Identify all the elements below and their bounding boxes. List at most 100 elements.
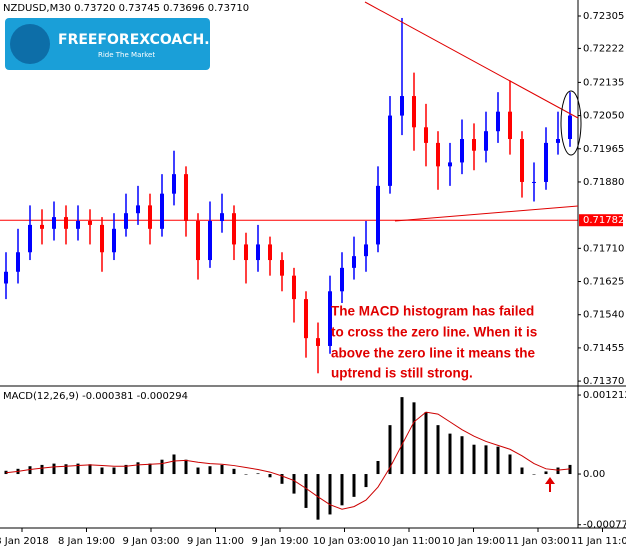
histogram-bar xyxy=(473,445,476,474)
x-tick-label: 8 Jan 2018 xyxy=(0,536,49,547)
x-tick-label: 10 Jan 19:00 xyxy=(442,536,505,547)
candle-body xyxy=(532,182,536,183)
y-tick-label: -0.000778 xyxy=(583,520,626,531)
y-tick-label: 0.001212 xyxy=(583,390,626,401)
logo-tagline: Ride The Market xyxy=(98,51,155,59)
histogram-bar xyxy=(257,473,260,474)
candle-body xyxy=(40,225,44,229)
histogram-bar xyxy=(521,468,524,475)
histogram-bar xyxy=(233,469,236,474)
x-tick-label: 9 Jan 19:00 xyxy=(252,536,309,547)
histogram-bar xyxy=(197,468,200,475)
candle-body xyxy=(208,221,212,260)
y-tick-label: 0.71710 xyxy=(583,243,624,254)
histogram-bar xyxy=(533,474,536,475)
logo-icon xyxy=(10,24,50,64)
candle-body xyxy=(184,174,188,221)
histogram-bar xyxy=(413,402,416,474)
candle-body xyxy=(124,213,128,229)
candle-body xyxy=(448,162,452,166)
histogram-bar xyxy=(365,474,368,487)
y-tick-label: 0.71370 xyxy=(583,376,624,387)
histogram-bar xyxy=(557,468,560,475)
y-tick-label: 0.72305 xyxy=(583,11,624,22)
histogram-bar xyxy=(329,474,332,514)
histogram-bar xyxy=(497,447,500,474)
histogram-bar xyxy=(293,474,296,494)
histogram-bar xyxy=(53,464,56,474)
histogram-bar xyxy=(101,468,104,475)
candle-body xyxy=(172,174,176,194)
histogram-bar xyxy=(545,471,548,474)
x-tick-label: 11 Jan 11:00 xyxy=(571,536,626,547)
x-tick-label: 10 Jan 03:00 xyxy=(313,536,376,547)
candle-body xyxy=(352,256,356,268)
annotation-line: to cross the zero line. When it is xyxy=(331,325,537,340)
candle-body xyxy=(340,268,344,291)
candle-body xyxy=(484,131,488,151)
candle-body xyxy=(232,213,236,244)
histogram-bar xyxy=(569,465,572,474)
candle-body xyxy=(424,127,428,143)
y-tick-label: 0.71965 xyxy=(583,144,624,155)
candle-body xyxy=(256,244,260,260)
candle-body xyxy=(472,139,476,151)
histogram-bar xyxy=(149,464,152,474)
histogram-bar xyxy=(341,474,344,505)
candle-body xyxy=(436,143,440,166)
candle-body xyxy=(544,143,548,182)
histogram-bar xyxy=(509,454,512,474)
x-tick-label: 9 Jan 03:00 xyxy=(123,536,180,547)
histogram-bar xyxy=(113,468,116,475)
candle-body xyxy=(280,260,284,276)
candle-body xyxy=(244,244,248,260)
candle-body xyxy=(376,186,380,245)
candle-body xyxy=(568,116,572,139)
histogram-bar xyxy=(269,474,272,477)
candle-body xyxy=(148,205,152,228)
histogram-bar xyxy=(137,462,140,474)
candle-body xyxy=(364,244,368,256)
logo: FREEFOREXCOACH.com Ride The Market xyxy=(5,18,242,70)
histogram-bar xyxy=(461,436,464,474)
histogram-bar xyxy=(353,474,356,497)
annotation-line: The MACD histogram has failed xyxy=(331,304,534,319)
x-tick-label: 9 Jan 11:00 xyxy=(187,536,244,547)
y-tick-label: 0.72135 xyxy=(583,77,624,88)
histogram-bar xyxy=(221,465,224,474)
candle-body xyxy=(76,221,80,229)
candle-body xyxy=(28,225,32,252)
histogram-bar xyxy=(161,460,164,474)
candle-body xyxy=(220,213,224,221)
y-tick-label: 0.00 xyxy=(583,469,605,480)
histogram-bar xyxy=(437,425,440,474)
y-tick-label: 0.71455 xyxy=(583,343,624,354)
histogram-bar xyxy=(449,434,452,474)
histogram-bar xyxy=(485,445,488,474)
candle-body xyxy=(292,276,296,299)
candle-body xyxy=(508,112,512,139)
logo-title: FREEFOREXCOACH.com xyxy=(58,32,242,48)
candle-body xyxy=(196,221,200,260)
histogram-bar xyxy=(401,397,404,474)
candle-body xyxy=(4,272,8,284)
annotation-line: above the zero line it means the xyxy=(331,346,536,361)
candle-body xyxy=(556,139,560,143)
histogram-bar xyxy=(89,464,92,474)
candle-body xyxy=(268,244,272,260)
histogram-bar xyxy=(305,474,308,508)
macd-label: MACD(12,26,9) -0.000381 -0.000294 xyxy=(3,391,188,402)
candle-body xyxy=(136,205,140,213)
y-tick-label: 0.72222 xyxy=(583,43,624,54)
candle-body xyxy=(160,194,164,229)
x-tick-label: 10 Jan 11:00 xyxy=(377,536,440,547)
candle-body xyxy=(304,299,308,338)
y-tick-label: 0.71625 xyxy=(583,277,624,288)
y-tick-label: 0.72050 xyxy=(583,111,624,122)
candle-body xyxy=(112,229,116,252)
candle-body xyxy=(520,139,524,182)
candle-body xyxy=(64,217,68,229)
header: NZDUSD,M30 0.73720 0.73745 0.73696 0.737… xyxy=(3,3,249,14)
